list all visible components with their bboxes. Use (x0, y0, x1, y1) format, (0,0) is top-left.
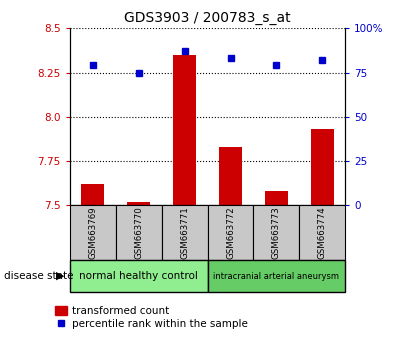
Text: disease state: disease state (4, 271, 74, 281)
Legend: transformed count, percentile rank within the sample: transformed count, percentile rank withi… (55, 306, 248, 329)
Bar (70, 260, 208, 292)
Bar (173, 55, 196, 205)
Text: GSM663769: GSM663769 (88, 206, 97, 259)
Bar (81, 184, 104, 205)
Bar (311, 129, 334, 205)
Bar (219, 147, 242, 205)
Text: GSM663772: GSM663772 (226, 206, 235, 259)
Text: normal healthy control: normal healthy control (79, 271, 198, 281)
Text: GSM663773: GSM663773 (272, 206, 281, 259)
Bar (162, 205, 208, 260)
Bar (127, 202, 150, 205)
Bar (254, 205, 299, 260)
Bar (70, 205, 116, 260)
Title: GDS3903 / 200783_s_at: GDS3903 / 200783_s_at (124, 11, 291, 24)
Bar (299, 205, 345, 260)
Text: ▶: ▶ (55, 271, 64, 281)
Bar (265, 191, 288, 205)
Text: GSM663771: GSM663771 (180, 206, 189, 259)
Bar (116, 205, 162, 260)
Bar (208, 260, 345, 292)
Text: intracranial arterial aneurysm: intracranial arterial aneurysm (213, 272, 339, 281)
Text: GSM663774: GSM663774 (318, 206, 327, 259)
Bar (208, 205, 254, 260)
Text: GSM663770: GSM663770 (134, 206, 143, 259)
